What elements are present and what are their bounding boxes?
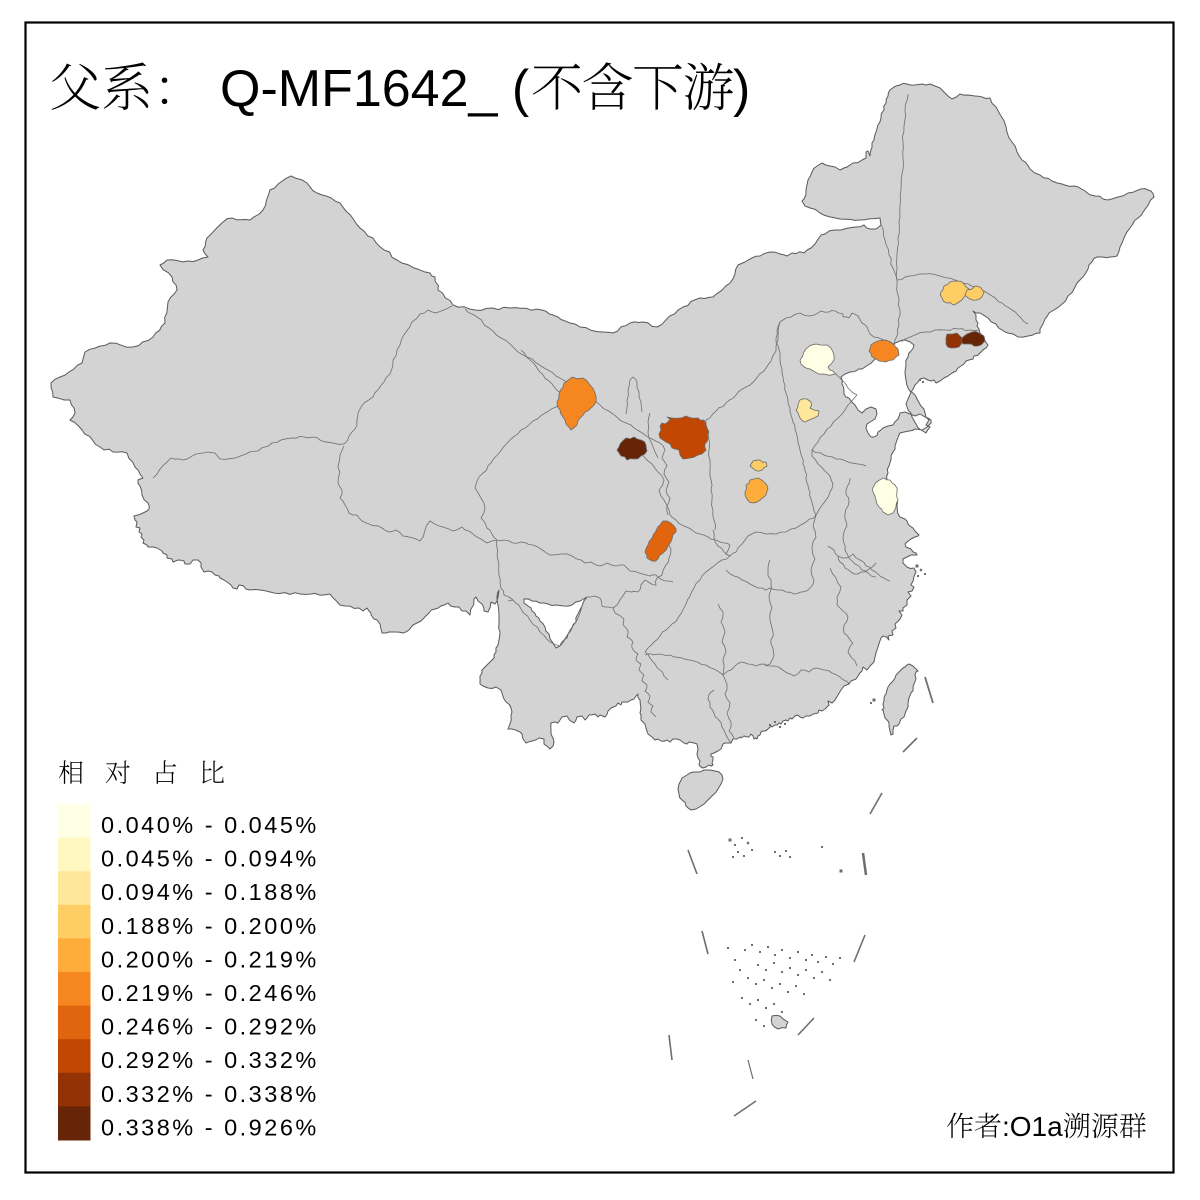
svg-text:0.338% - 0.926%: 0.338% - 0.926%	[101, 1114, 319, 1140]
svg-text:0.045% - 0.094%: 0.045% - 0.094%	[101, 846, 319, 872]
svg-text:0.246% - 0.292%: 0.246% - 0.292%	[101, 1014, 319, 1040]
svg-text:0.219% - 0.246%: 0.219% - 0.246%	[101, 980, 319, 1006]
svg-text:): )	[733, 60, 750, 118]
svg-text:0.292% - 0.332%: 0.292% - 0.332%	[101, 1047, 319, 1073]
svg-text:0.332% - 0.338%: 0.332% - 0.338%	[101, 1081, 319, 1107]
svg-text:0.040% - 0.045%: 0.040% - 0.045%	[101, 812, 319, 838]
svg-text:0.094% - 0.188%: 0.094% - 0.188%	[101, 879, 319, 905]
svg-text:0.200% - 0.219%: 0.200% - 0.219%	[101, 946, 319, 972]
svg-text::O1a: :O1a	[1002, 1111, 1063, 1142]
svg-text:Q-MF1642_ (: Q-MF1642_ (	[220, 60, 530, 118]
svg-text:0.188% - 0.200%: 0.188% - 0.200%	[101, 913, 319, 939]
